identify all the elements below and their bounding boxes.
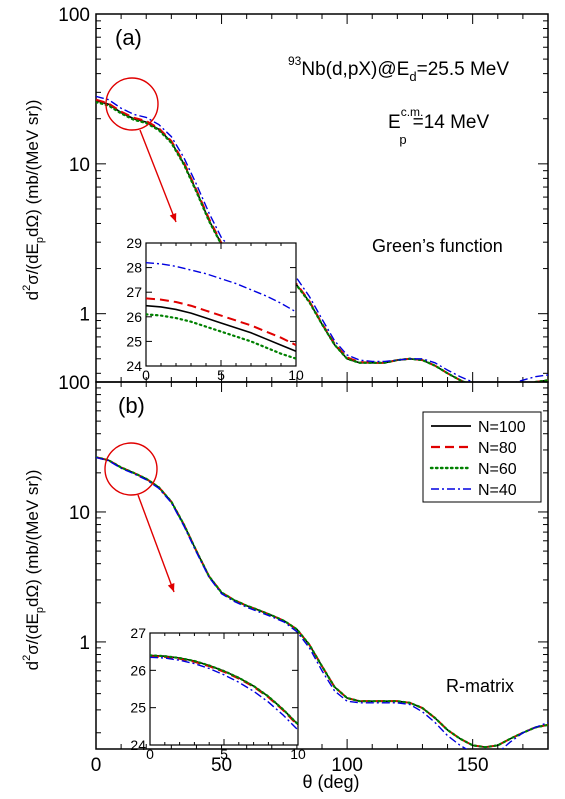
y-tick-label: 10 [69,155,90,176]
panel-a-ylabel: d2σ/(dEpdΩ) (mb/(MeV sr)) [21,100,46,301]
panel-a: 100 10 1 24 25 26 27 28 29 0 5 10 [58,5,549,383]
zoom-arrow-head [169,213,177,222]
inset-series-group [146,261,296,360]
series-group [96,456,548,749]
inset-y-tick-label: 24 [130,737,146,753]
inset-y-tick-label: 27 [126,284,142,300]
y-tick-label: 1 [79,305,90,326]
series-line-n60 [96,456,548,749]
x-axis-label: θ (deg) [302,772,359,792]
inset-series-line-n80 [146,297,296,346]
inset-series-line-n60 [146,313,296,360]
series-line-n40 [96,456,548,749]
panel-a-method: Green’s function [372,236,503,256]
zoom-arrow [137,494,175,593]
y-tick-label: 100 [58,373,90,394]
inset-y-tick-label: 26 [126,309,142,325]
x-tick-label: 100 [331,755,363,776]
inset-y-tick-label: 29 [126,235,142,251]
inset-y-tick-label: 24 [126,358,142,374]
series-group [96,95,548,382]
zoom-arrow-head [167,583,175,592]
panel-a-reaction: 93Nb(d,pX)@Ed=25.5 MeV [288,54,509,84]
x-tick-label: 50 [211,755,232,776]
inset-a: 24 25 26 27 28 29 0 5 10 [126,235,304,383]
legend-label-n80: N=80 [478,440,517,457]
inset-series-line-n40 [146,261,296,313]
panel-b-label: (b) [118,393,145,418]
inset-x-tick-label: 5 [220,746,228,762]
y-tick-label: 100 [58,5,90,26]
legend: N=100 N=80 N=60 N=40 [422,411,542,503]
inset-y-tick-label: 25 [130,700,146,716]
inset-series-group [150,654,298,731]
legend-label-n40: N=40 [478,482,517,499]
inset-x-tick-label: 0 [142,367,150,383]
inset-y-tick-label: 28 [126,260,142,276]
y-tick-label: 10 [69,503,90,524]
highlight-circle [104,442,158,496]
legend-label-n100: N=100 [478,419,526,436]
legend-label-n60: N=60 [478,461,517,478]
panel-b-method: R-matrix [446,676,514,696]
series-line-n40 [96,95,548,382]
inset-series-line-n60 [150,654,298,726]
inset-y-tick-label: 27 [130,625,146,641]
zoom-arrow [139,129,177,223]
inset-series-line-n100 [146,304,296,352]
inset-b: 24 25 26 27 0 5 10 [130,625,306,762]
x-tick-label: 0 [91,755,102,776]
legend-box [422,411,542,503]
panel-a-energy: Ec.m. p=14 MeV [388,105,489,147]
inset-frame [149,632,299,746]
series-line-n60 [96,101,548,382]
x-tick-label: 150 [457,755,489,776]
inset-frame [145,242,297,367]
inset-x-tick-label: 10 [288,367,304,383]
inset-y-tick-label: 26 [130,662,146,678]
inset-x-tick-label: 5 [217,367,225,383]
inset-x-tick-label: 10 [290,746,306,762]
inset-y-tick-label: 25 [126,333,142,349]
inset-x-tick-label: 0 [146,746,154,762]
inset-series-line-n40 [150,656,298,731]
series-line-n80 [96,98,548,382]
highlight-circle [105,77,159,131]
y-tick-label: 1 [79,633,90,654]
panel-b-ylabel: d2σ/(dEpdΩ) (mb/(MeV sr)) [21,470,46,671]
panel-a-label: (a) [115,25,142,50]
